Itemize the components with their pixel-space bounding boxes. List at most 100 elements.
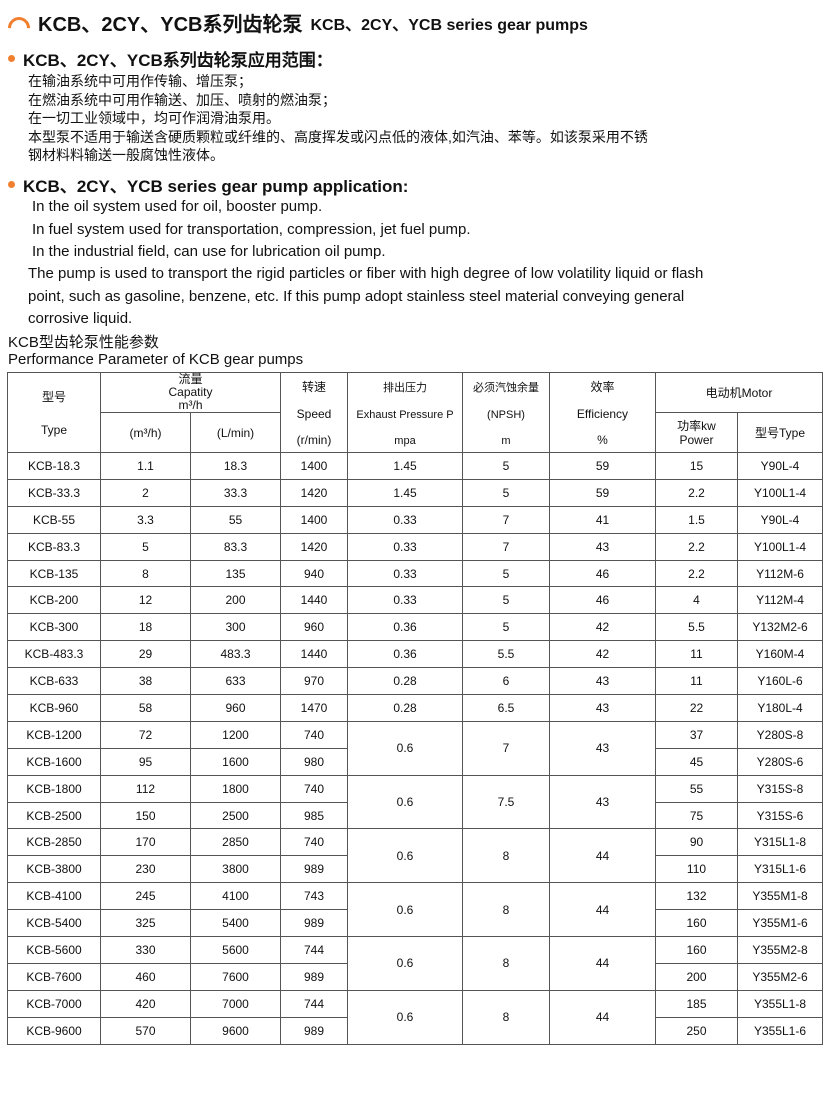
table-row: KCB-7000 420 7000 744 0.6 8 44 185 Y355L1-8 [7,989,823,1045]
line: 在燃油系统中可用作输送、加压、喷射的燃油泵； [28,91,336,108]
table-row: KCB-83.3 5 83.3 1420 0.33 7 43 2.2 Y100L1-4 [7,532,823,561]
cell-npsh: 7 [462,532,550,561]
cell-cap-m3h: 570 [100,1016,191,1045]
cell-speed: 1440 [280,640,348,669]
cell-cap-m3h: 29 [100,640,191,669]
cell-speed: 1420 [280,532,348,561]
cell-type: KCB-55 [7,505,101,534]
line: The pump is used to transport the rigid … [28,265,704,282]
cell-speed: 970 [280,667,348,696]
cell-pressure: 0.33 [347,532,463,561]
cell-cap-m3h: 8 [100,559,191,588]
cell-cap-m3h: 72 [100,720,191,749]
cell-cap-m3h: 95 [100,747,191,776]
cell-speed: 989 [280,855,348,884]
header-lmin: (L/min) [190,412,281,453]
table-row: KCB-55 3.3 55 1400 0.33 7 41 1.5 Y90L-4 [7,505,823,534]
cell-power: 5.5 [655,613,738,642]
line: In the oil system used for oil, booster … [32,198,323,215]
cell-motor-type: Y90L-4 [737,505,823,534]
table-row: KCB-1600 95 1600 980 45 Y280S-6 [7,747,823,776]
cell-speed: 1470 [280,694,348,722]
cell-efficiency: 41 [549,505,656,534]
cell-motor-type: Y315S-6 [737,801,823,830]
cell-speed: 740 [280,720,348,749]
cell-motor-type: Y160L-6 [737,667,823,696]
cell-cap-m3h: 460 [100,962,191,991]
cell-type: KCB-633 [7,667,101,696]
cell-speed: 1440 [280,586,348,615]
cell-power: 11 [655,667,738,696]
cell-type: KCB-7600 [7,962,101,991]
cell-efficiency: 43 [549,532,656,561]
line: In fuel system used for transportation, … [32,220,471,238]
cell-cap-m3h: 18 [100,613,191,642]
cell-motor-type: Y315S-8 [737,774,823,803]
cell-npsh: 8 [462,936,550,991]
cell-motor-type: Y160M-4 [737,640,823,669]
cell-type: KCB-483.3 [7,640,101,669]
table-row: KCB-5600 330 5600 744 0.6 8 44 160 Y355M2-8 [7,936,823,991]
table-row: KCB-5400 325 5400 989 160 Y355M1-6 [7,909,823,938]
cell-efficiency: 42 [549,613,656,642]
cell-speed: 960 [280,613,348,642]
cell-speed: 1420 [280,478,348,507]
line: In the industrial field, can use for lub… [32,243,386,260]
cell-efficiency: 42 [549,640,656,669]
table-row: KCB-200 12 200 1440 0.33 5 46 4 Y112M-4 [7,586,823,615]
cell-cap-lmin: 1200 [190,720,281,749]
page-title: KCB、2CY、YCB系列齿轮泵 KCB、2CY、YCB series gear… [8,8,588,37]
cell-speed: 980 [280,747,348,776]
cell-efficiency: 46 [549,559,656,588]
cell-type: KCB-83.3 [7,532,101,561]
line: 本型泵不适用于输送含硬质颗粒或纤维的、高度挥发或闪点低的液体,如汽油、苯等。如该… [28,128,648,145]
cell-cap-lmin: 2850 [190,828,281,857]
cell-speed: 740 [280,828,348,857]
cell-power: 11 [655,640,738,669]
cell-npsh: 7.5 [462,774,550,830]
cn-section-heading: KCB、2CY、YCB系列齿轮泵应用范围： [8,46,333,71]
cell-cap-lmin: 55 [190,505,281,534]
cell-cap-lmin: 33.3 [190,478,281,507]
cell-motor-type: Y100L1-4 [737,478,823,507]
cell-type: KCB-9600 [7,1016,101,1045]
cell-pressure: 0.33 [347,559,463,588]
cell-npsh: 8 [462,989,550,1045]
cell-efficiency: 43 [549,667,656,696]
en-paragraph: The pump is used to transport the rigid … [28,263,703,331]
cell-npsh: 5 [462,478,550,507]
line: 在一切工业领域中，均可作润滑油泵用。 [28,110,280,126]
table-row: KCB-135 8 135 940 0.33 5 46 2.2 Y112M-6 [7,559,823,588]
bullet-icon [8,55,15,62]
cell-motor-type: Y280S-8 [737,720,823,749]
cell-power: 45 [655,747,738,776]
cell-efficiency: 44 [549,882,656,938]
header-capacity: 流量 Capatity m³/h [100,372,281,413]
cell-pressure: 0.6 [347,882,463,938]
header-m3h: (m³/h) [100,412,191,453]
cell-cap-lmin: 1600 [190,747,281,776]
cell-speed: 1400 [280,505,348,534]
cell-power: 160 [655,936,738,964]
cell-efficiency: 44 [549,989,656,1045]
title-cn: KCB、2CY、YCB系列齿轮泵 [38,14,303,36]
cell-npsh: 6.5 [462,694,550,722]
cell-type: KCB-960 [7,694,101,722]
cell-cap-lmin: 135 [190,559,281,588]
cell-speed: 989 [280,962,348,991]
cell-cap-m3h: 5 [100,532,191,561]
bullet-icon [8,181,15,188]
cell-efficiency: 43 [549,774,656,830]
cell-cap-lmin: 2500 [190,801,281,830]
table-row: KCB-18.3 1.1 18.3 1400 1.45 5 59 15 Y90L-4 [7,452,823,480]
line: corrosive liquid. [28,310,133,327]
cell-power: 1.5 [655,505,738,534]
cell-cap-lmin: 200 [190,586,281,615]
header-motor: 电动机Motor [655,372,823,413]
header-npsh: 必须汽蚀余量 (NPSH) m [462,372,550,453]
heading-text: KCB、2CY、YCB系列齿轮泵应用范围： [23,51,333,70]
cell-efficiency: 59 [549,478,656,507]
cell-speed: 989 [280,1016,348,1045]
cell-pressure: 0.6 [347,774,463,830]
cell-cap-lmin: 5400 [190,909,281,938]
